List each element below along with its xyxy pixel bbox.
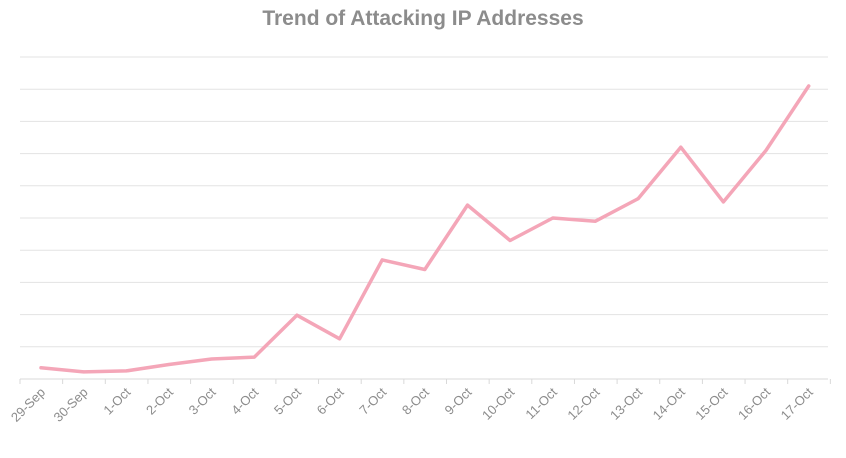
chart-title: Trend of Attacking IP Addresses bbox=[262, 7, 584, 30]
data-point bbox=[423, 268, 427, 272]
data-point bbox=[466, 203, 469, 207]
data-point bbox=[380, 258, 384, 262]
x-tick-label: 14-Oct bbox=[650, 384, 688, 422]
data-point bbox=[295, 313, 299, 317]
series-line bbox=[39, 84, 811, 374]
x-tick-label: 17-Oct bbox=[778, 384, 816, 422]
data-point bbox=[679, 145, 683, 149]
x-tick-label: 11-Oct bbox=[522, 384, 560, 422]
x-tick-label: 9-Oct bbox=[442, 384, 475, 417]
data-point bbox=[210, 357, 214, 361]
x-tick-label: 1-Oct bbox=[100, 384, 133, 417]
data-point bbox=[764, 148, 768, 152]
data-point bbox=[551, 216, 555, 220]
x-tick-label: 12-Oct bbox=[564, 384, 602, 422]
x-tick-label: 7-Oct bbox=[356, 384, 389, 417]
x-tick-labels: 29-Sep 30-Sep 1-Oct 2-Oct 3-Oct 4-Oct 5-Oct 6-O… bbox=[8, 384, 816, 425]
data-point bbox=[593, 219, 597, 223]
data-point bbox=[82, 370, 86, 374]
data-point bbox=[124, 369, 128, 373]
x-tick-label: 5-Oct bbox=[271, 384, 304, 417]
gridlines bbox=[20, 56, 828, 348]
data-point bbox=[252, 355, 256, 359]
x-tick-label: 3-Oct bbox=[186, 384, 219, 417]
x-tick-label: 6-Oct bbox=[314, 384, 347, 417]
series-layer bbox=[39, 84, 811, 374]
x-tick-label: 16-Oct bbox=[735, 384, 773, 422]
x-tick-label: 29-Sep bbox=[8, 385, 48, 425]
data-point bbox=[636, 197, 640, 201]
data-point bbox=[508, 239, 512, 243]
x-tick-label: 30-Sep bbox=[51, 385, 91, 425]
x-axis bbox=[19, 378, 831, 384]
data-point bbox=[338, 337, 342, 341]
data-point bbox=[807, 84, 811, 88]
x-tick-label: 15-Oct bbox=[692, 384, 730, 422]
x-tick-label: 13-Oct bbox=[607, 384, 645, 422]
x-tick-label: 2-Oct bbox=[143, 384, 176, 417]
data-point bbox=[39, 366, 43, 370]
x-tick-label: 10-Oct bbox=[479, 384, 517, 422]
x-tick-label: 4-Oct bbox=[228, 384, 261, 417]
data-point bbox=[167, 363, 171, 367]
data-point bbox=[721, 200, 725, 204]
x-tick-label: 8-Oct bbox=[399, 384, 432, 417]
